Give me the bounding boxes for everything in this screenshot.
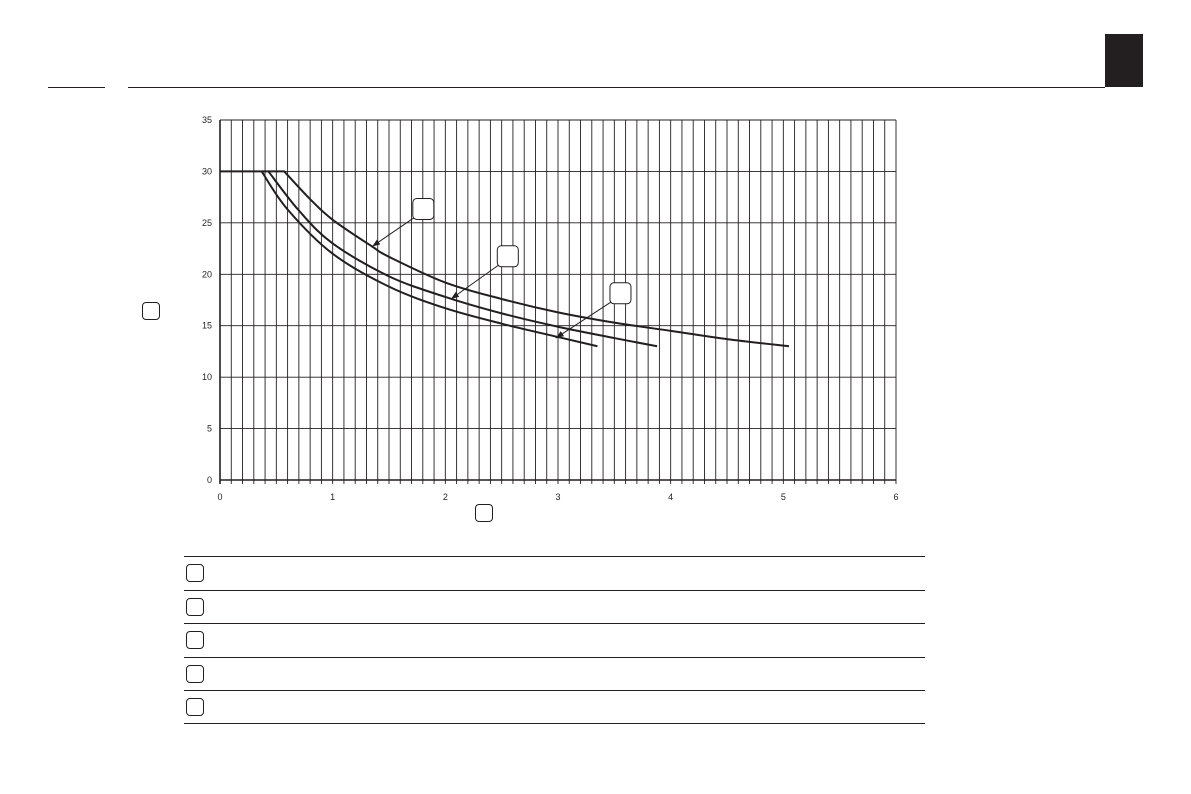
x-axis-label-box <box>475 504 493 522</box>
chapter-tab <box>1105 34 1143 87</box>
legend-row-divider <box>184 590 925 591</box>
header-rule-long <box>128 87 1105 88</box>
y-axis-label-box <box>142 302 160 320</box>
y-tick-label: 10 <box>202 372 212 382</box>
x-tick-label: 4 <box>668 492 673 502</box>
legend-row-divider <box>184 690 925 691</box>
series-line-1 <box>220 170 790 348</box>
series-lines <box>220 170 790 348</box>
series-line-3 <box>260 170 598 348</box>
legend-row-divider <box>184 623 925 624</box>
x-tick-label: 0 <box>217 492 222 502</box>
x-tick-label: 6 <box>893 492 898 502</box>
y-tick-label: 0 <box>207 475 212 485</box>
legend-row-divider <box>184 657 925 658</box>
callouts <box>371 197 632 339</box>
header-rule-short <box>48 87 105 88</box>
y-tick-label: 20 <box>202 269 212 279</box>
y-tick-label: 30 <box>202 166 212 176</box>
callout-arrow <box>555 298 617 339</box>
x-tick-label: 1 <box>330 492 335 502</box>
callout-box <box>609 282 632 305</box>
y-tick-label: 35 <box>202 115 212 125</box>
legend-row-divider <box>184 723 925 724</box>
legend-key-box <box>186 598 204 616</box>
chart: 0 1 2 3 4 5 6 0 5 10 15 20 25 30 35 <box>202 115 899 502</box>
legend-key-box <box>186 698 204 716</box>
callout-box <box>496 245 519 268</box>
y-tick-label: 15 <box>202 321 212 331</box>
grid <box>219 119 897 484</box>
callout-arrow <box>450 261 504 300</box>
callout-arrow <box>371 214 420 247</box>
x-tick-label: 3 <box>555 492 560 502</box>
legend-key-box <box>186 631 204 649</box>
tick-labels: 0 1 2 3 4 5 6 0 5 10 15 20 25 30 35 <box>202 115 899 502</box>
y-tick-label: 25 <box>202 218 212 228</box>
y-tick-label: 5 <box>207 424 212 434</box>
legend-row-divider <box>184 556 925 557</box>
callout-box <box>412 197 435 220</box>
x-tick-label: 2 <box>443 492 448 502</box>
legend-key-box <box>186 665 204 683</box>
series-line-2 <box>267 170 658 348</box>
x-tick-label: 5 <box>781 492 786 502</box>
legend-key-box <box>186 564 204 582</box>
